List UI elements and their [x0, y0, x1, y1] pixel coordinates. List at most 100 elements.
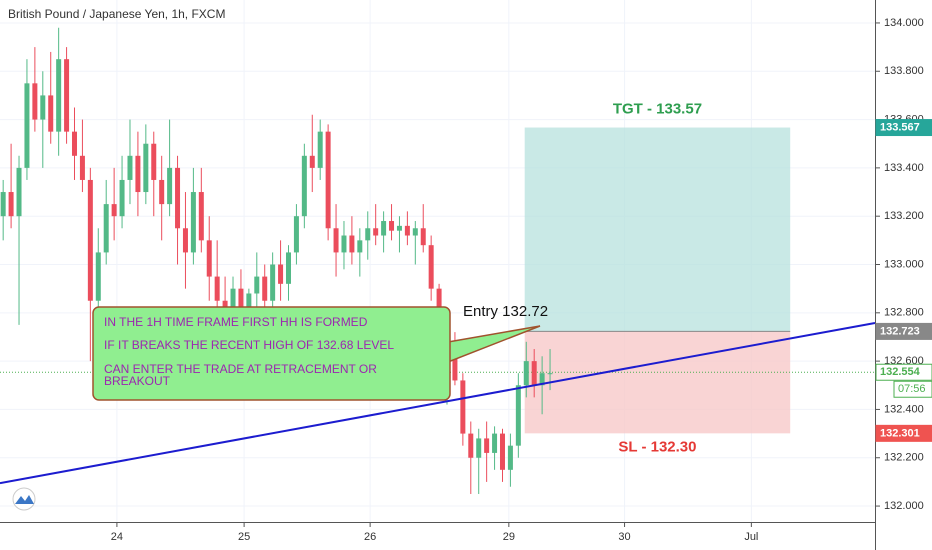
candle-body	[531, 361, 537, 386]
candle-body	[484, 438, 490, 453]
candle-body	[285, 252, 291, 284]
candle-body	[293, 216, 299, 253]
candle-body	[48, 95, 54, 132]
candle-body	[151, 143, 157, 180]
candle-body	[301, 155, 307, 217]
candle-body	[492, 433, 498, 453]
candle-body	[499, 433, 505, 470]
candle-body	[460, 380, 466, 434]
candle-body	[333, 228, 339, 253]
countdown-badge	[893, 380, 932, 398]
candle-body	[175, 167, 181, 229]
chart-title: British Pound / Japanese Yen, 1h, FXCM	[8, 7, 225, 21]
candle-body	[127, 155, 133, 180]
candle-body	[309, 155, 315, 168]
candle-body	[182, 228, 188, 253]
candle-body	[262, 276, 268, 301]
candle-body	[317, 131, 323, 168]
candle-body	[468, 433, 474, 458]
candle-body	[143, 143, 149, 193]
candle-body	[206, 240, 212, 277]
y-tick-label: 133.200	[884, 210, 924, 222]
candle-body	[547, 373, 553, 375]
x-tick-label: 24	[111, 531, 123, 543]
candle-body	[246, 293, 252, 308]
candle-body	[381, 221, 387, 236]
candle-body	[357, 240, 363, 253]
entry-label: Entry 132.72	[463, 303, 548, 320]
candle-body	[254, 276, 260, 294]
countdown: 07:56	[898, 383, 926, 395]
candle-body	[135, 155, 141, 193]
candle-body	[159, 179, 165, 205]
candle-body	[16, 167, 22, 217]
y-tick-label: 133.000	[884, 258, 924, 270]
candle-body	[24, 83, 30, 168]
candle-body	[0, 192, 6, 217]
candle-body	[190, 192, 196, 253]
note-text: IN THE 1H TIME FRAME FIRST HH IS FORMED	[104, 315, 368, 329]
candle-body	[8, 192, 14, 217]
candle-body	[72, 131, 78, 156]
note-text: BREAKOUT	[104, 374, 171, 388]
candle-body	[412, 228, 418, 236]
candle-body	[396, 225, 402, 231]
x-tick-label: 29	[503, 531, 515, 543]
trendline	[0, 321, 876, 485]
candle-body	[79, 155, 85, 180]
candle-body	[539, 373, 545, 386]
candle-body	[507, 445, 513, 470]
price-badge-label: 132.554	[880, 366, 921, 378]
x-tick-label: 26	[364, 531, 376, 543]
candle-body	[32, 83, 38, 120]
candle-body	[230, 288, 236, 313]
y-tick-label: 132.000	[884, 500, 924, 512]
candle-body	[111, 204, 117, 217]
x-tick-label: 30	[618, 531, 630, 543]
price-badge	[875, 322, 932, 340]
stop-zone	[524, 331, 791, 434]
y-tick-label: 134.000	[884, 17, 924, 29]
candle-body	[373, 228, 379, 236]
candle-body	[56, 59, 62, 132]
y-tick-label: 133.400	[884, 162, 924, 174]
y-tick-label: 133.800	[884, 65, 924, 77]
candle-body	[119, 179, 125, 217]
stop-label: SL - 132.30	[618, 438, 696, 455]
price-badge	[875, 363, 932, 381]
candle-body	[198, 192, 204, 241]
candle-body	[349, 235, 355, 253]
price-badge-label: 132.301	[880, 427, 920, 439]
candle-body	[341, 235, 347, 253]
candle-body	[103, 204, 109, 253]
candle-body	[238, 288, 244, 308]
candle-body	[404, 225, 410, 236]
candle-body	[95, 252, 101, 301]
y-tick-label: 132.800	[884, 307, 924, 319]
candle-body	[40, 95, 46, 120]
candle-body	[167, 167, 173, 205]
candle-body	[270, 264, 276, 301]
candle-body	[420, 228, 426, 246]
candle-body	[214, 276, 220, 301]
candle-body	[64, 59, 70, 132]
y-tick-label: 132.400	[884, 403, 924, 415]
price-badge	[875, 424, 932, 442]
candle-body	[325, 131, 331, 229]
price-badge-label: 132.723	[880, 325, 920, 337]
candle-body	[476, 438, 482, 458]
y-tick-label: 132.200	[884, 452, 924, 464]
candle-body	[365, 228, 371, 241]
candle-body	[87, 179, 93, 301]
logo	[12, 487, 36, 511]
candle-body	[452, 349, 458, 381]
target-label: TGT - 133.57	[613, 101, 702, 118]
candle-body	[515, 385, 521, 446]
candle-body	[389, 221, 395, 231]
price-badge	[875, 119, 932, 137]
candle-body	[523, 361, 529, 386]
note-text: IF IT BREAKS THE RECENT HIGH OF 132.68 L…	[104, 338, 394, 352]
candle-body	[278, 264, 284, 284]
